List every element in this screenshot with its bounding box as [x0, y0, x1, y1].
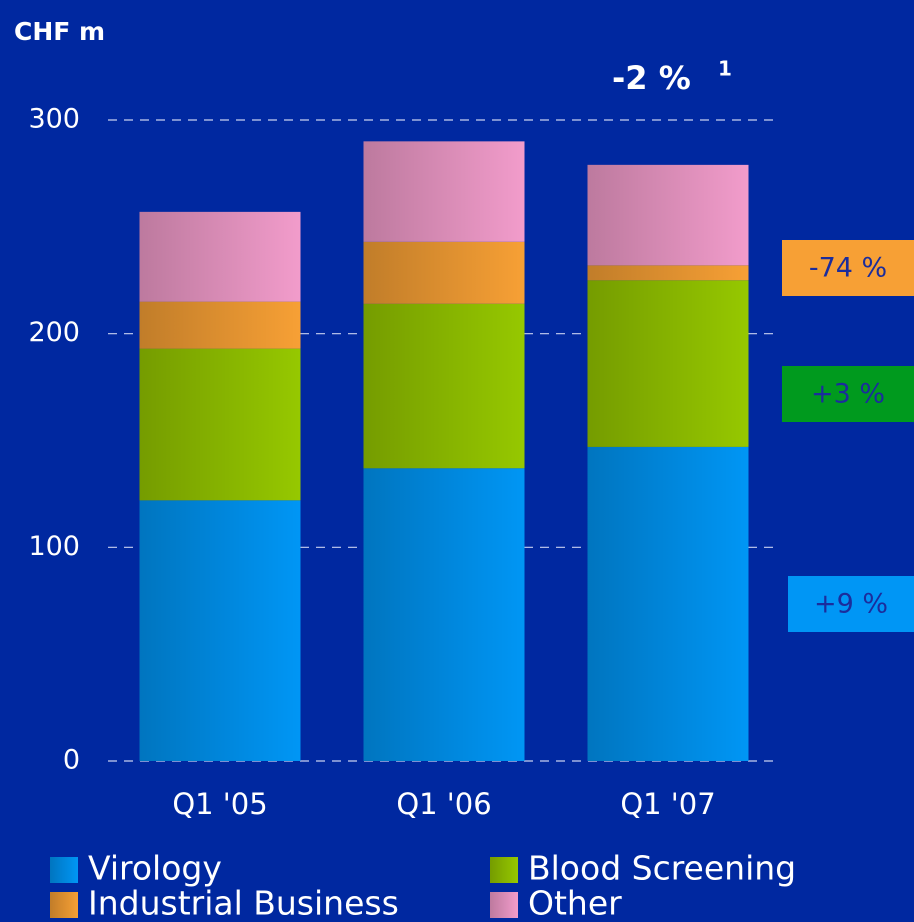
bar-segment [363, 303, 525, 469]
annotation-text: +3 % [811, 379, 885, 410]
bar-segment [363, 468, 525, 761]
x-tick-label: Q1 '05 [172, 787, 267, 821]
bar-segment [587, 265, 749, 281]
annotation-text: +9 % [814, 589, 888, 620]
annotation-box [782, 366, 914, 422]
legend-swatch-shade [50, 892, 78, 918]
legend-swatch-shade [490, 857, 518, 883]
legend-swatch-shade [50, 857, 78, 883]
y-tick-label: 200 [28, 317, 80, 348]
total-change: -2 % [612, 59, 691, 97]
y-tick-label: 100 [28, 531, 80, 562]
x-tick-label: Q1 '07 [620, 787, 715, 821]
bar-segment [139, 500, 301, 761]
y-axis-label: CHF m [14, 17, 105, 46]
annotation-box [788, 576, 914, 632]
bar-segment [139, 211, 301, 302]
y-tick-label: 0 [63, 745, 80, 776]
legend-label: Industrial Business [88, 884, 399, 922]
bar-segment [363, 141, 525, 242]
x-tick-label: Q1 '06 [396, 787, 491, 821]
y-tick-label: 300 [28, 104, 80, 135]
legend-swatch-shade [490, 892, 518, 918]
bar-segment [363, 241, 525, 304]
legend-label: Virology [88, 849, 222, 888]
annotation-text: -74 % [809, 253, 887, 284]
annotation-box [782, 240, 914, 296]
legend-label: Other [528, 884, 622, 922]
legend-label: Blood Screening [528, 849, 796, 888]
bar-segment [139, 301, 301, 349]
bar-segment [139, 348, 301, 501]
bar-segment [587, 280, 749, 447]
footnote-mark: 1 [718, 57, 732, 81]
bar-segment [587, 164, 749, 266]
bar-segment [587, 446, 749, 761]
